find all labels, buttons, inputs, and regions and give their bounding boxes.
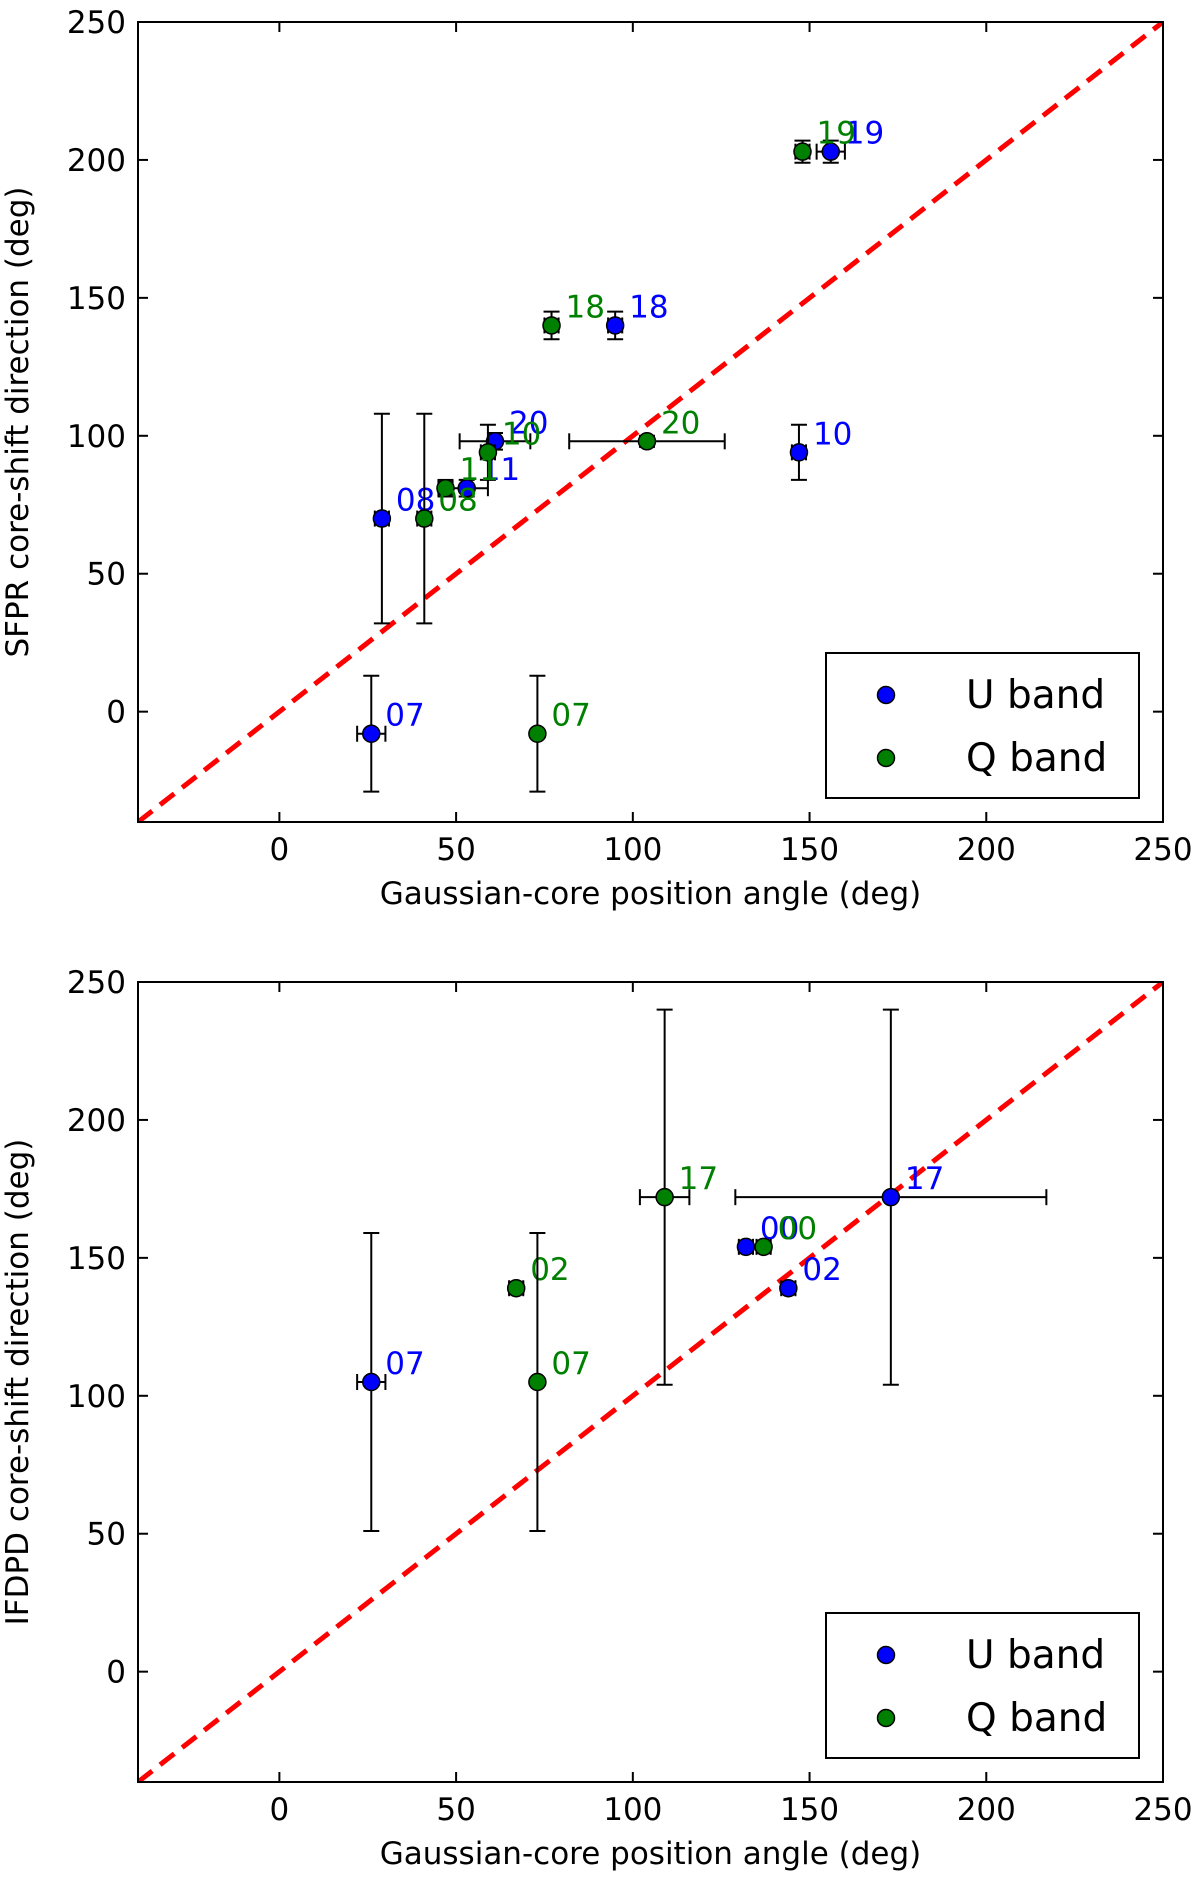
point-label: 17 [679,1161,718,1197]
legend-label: Q band [966,1696,1107,1741]
x-tick-label: 0 [270,832,290,868]
y-tick-label: 50 [87,1517,126,1553]
point-label: 07 [551,698,590,734]
x-tick-label: 250 [1133,1792,1192,1828]
plot-frame [137,981,1164,1783]
plot-frame [137,21,1164,823]
point-label: 07 [551,1346,590,1382]
point-label: 19 [845,116,884,152]
series-q-band: 00 02 17 07 [506,1008,817,1532]
point-label: 20 [661,405,700,441]
y-tick-label: 50 [87,557,126,593]
data-point [478,443,498,462]
x-tick-label: 100 [603,832,662,868]
y-tick-label: 200 [67,143,126,179]
data-point [637,432,657,451]
legend-label: Q band [966,736,1107,781]
legend-label: U band [966,673,1105,718]
point-label: 18 [629,289,668,325]
x-axis-label: Gaussian-core position angle (deg) [380,876,922,912]
y-tick-label: 100 [67,1379,126,1415]
series-u-band: 00 02 17 07 [356,1008,1048,1532]
point-label: 02 [530,1252,569,1288]
point-label: 11 [460,452,499,488]
data-point [362,724,381,743]
data-point [881,1187,901,1207]
x-tick-label: 50 [436,1792,475,1828]
y-tick-label: 200 [67,1103,126,1139]
data-point [542,316,561,335]
x-tick-label: 200 [957,832,1016,868]
reference-line [138,982,1163,1782]
point-label: 02 [802,1252,841,1288]
point-label: 20 [509,405,548,441]
x-axis-label: Gaussian-core position angle (deg) [380,1836,922,1872]
data-point [789,443,809,462]
x-tick-label: 50 [436,832,475,868]
data-point [436,478,455,498]
y-tick-label: 250 [67,5,126,41]
reference-line [138,22,1163,822]
point-label: 18 [566,289,605,325]
y-axis-label: IFDPD core-shift direction (deg) [0,1139,36,1626]
y-tick-label: 150 [67,281,126,317]
data-point [736,1237,756,1257]
data-point [372,509,392,528]
point-label: 10 [813,416,852,452]
data-point [506,1278,526,1298]
data-point [362,1372,381,1392]
point-label: 19 [816,116,855,152]
legend-marker [876,1708,896,1728]
legend: U band Q band [825,652,1140,799]
data-point [457,478,476,498]
x-tick-label: 150 [780,1792,839,1828]
x-tick-label: 150 [780,832,839,868]
data-point [754,1237,773,1257]
point-label: 08 [438,483,477,519]
data-point [779,1278,798,1298]
data-point [793,142,812,161]
x-tick-label: 100 [603,1792,662,1828]
point-label: 10 [502,416,541,452]
legend-label: U band [966,1633,1105,1678]
legend-box [825,652,1140,799]
y-tick-label: 150 [67,1241,126,1277]
legend: U band Q band [825,1612,1140,1759]
y-tick-label: 100 [67,419,126,455]
y-tick-label: 250 [67,965,126,1001]
data-point [605,316,625,335]
data-point [655,1187,674,1207]
legend-box [825,1612,1140,1759]
point-label: 07 [385,1346,424,1382]
y-tick-label: 0 [106,1655,126,1691]
data-point [415,509,434,528]
y-tick-label: 0 [106,695,126,731]
legend-marker [876,685,896,705]
x-tick-label: 0 [270,1792,290,1828]
point-label: 17 [905,1161,944,1197]
data-point [528,724,547,743]
data-point [821,142,841,161]
y-axis-label: SFPR core-shift direction (deg) [0,186,36,657]
point-label: 07 [385,698,424,734]
point-label: 00 [778,1211,817,1247]
x-tick-label: 200 [957,1792,1016,1828]
legend-marker [876,1645,896,1665]
x-tick-label: 250 [1133,832,1192,868]
legend-marker [876,748,896,768]
data-point [528,1372,547,1392]
